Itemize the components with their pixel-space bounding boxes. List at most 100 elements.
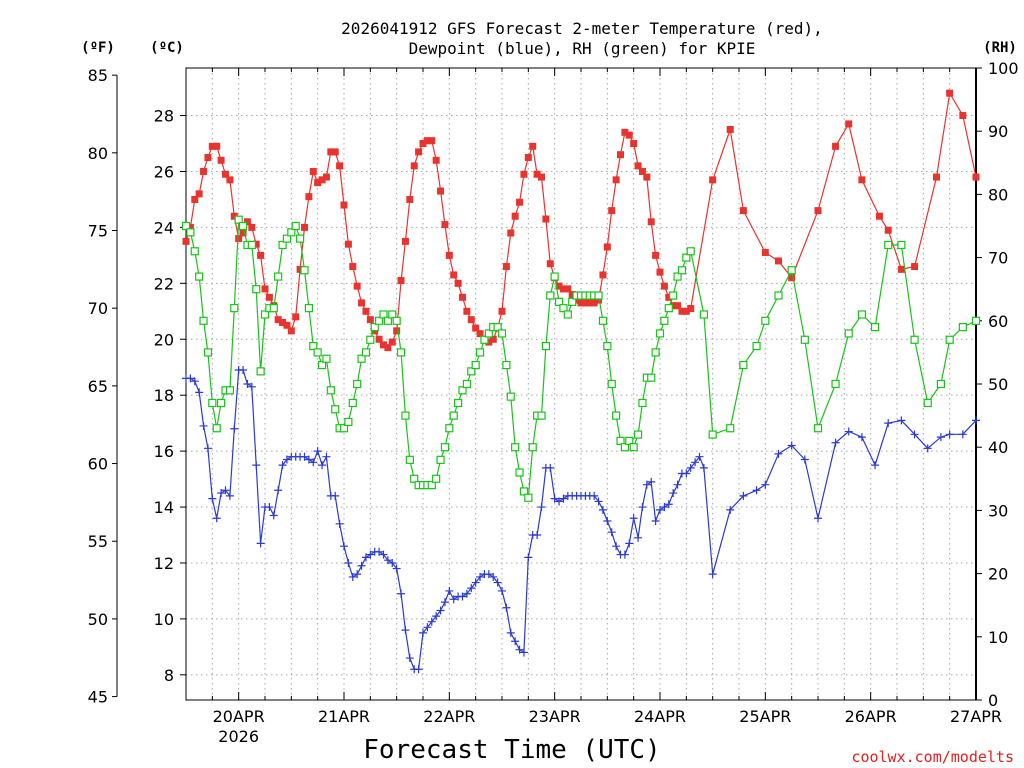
dewpoint-point: [884, 419, 893, 428]
rh-point: [304, 304, 313, 313]
dewpoint-point: [476, 572, 485, 581]
dewpoint-point: [739, 491, 748, 500]
x-axis-title: Forecast Time (UTC): [363, 735, 660, 765]
temperature-point: [305, 193, 313, 201]
temperature-point: [235, 235, 243, 243]
rh-point: [686, 247, 695, 256]
c-tick-label: 24: [154, 218, 174, 237]
rh-point: [958, 323, 967, 332]
rh-point: [208, 398, 217, 408]
rh-point: [752, 341, 761, 351]
rh-point: [322, 354, 331, 363]
temperature-point: [292, 313, 300, 321]
dewpoint-point: [774, 449, 783, 458]
x-tick-sublabel: 2026: [218, 727, 259, 746]
temperature-point: [301, 223, 308, 231]
dewpoint-point: [550, 494, 559, 503]
rh-point: [831, 379, 840, 389]
dewpoint-point: [708, 570, 717, 579]
dewpoint-point: [467, 584, 476, 593]
rh-tick-label: 20: [988, 565, 1008, 584]
temperature-point: [401, 237, 409, 245]
dewpoint-point: [607, 528, 616, 537]
dewpoint-point: [230, 424, 239, 433]
temperature-point: [287, 327, 295, 335]
temperature-point: [358, 299, 366, 307]
dewpoint-point: [322, 452, 331, 461]
temperature-point: [761, 249, 769, 257]
temperature-point: [279, 318, 287, 326]
chart-title-line2: Dewpoint (blue), RH (green) for KPIE: [409, 39, 756, 58]
temperature-point: [191, 195, 199, 203]
temperature-point: [397, 277, 405, 285]
temperature-point: [555, 282, 563, 290]
dewpoint-point: [462, 589, 471, 598]
rh-point: [379, 310, 388, 319]
f-tick-label: 70: [88, 299, 108, 318]
temperature-point: [344, 240, 352, 248]
c-tick-label: 28: [154, 107, 174, 126]
dewpoint-point: [274, 486, 283, 495]
dewpoint-point: [555, 497, 564, 506]
rh-tick-label: 30: [988, 501, 1008, 520]
dewpoint-point: [598, 505, 607, 514]
temperature-point: [472, 324, 480, 332]
rh-point: [225, 386, 234, 395]
rh-point: [568, 297, 577, 306]
rh-point: [317, 360, 327, 370]
rh-point: [971, 316, 981, 325]
temperature-point: [257, 251, 265, 259]
rh-point: [677, 266, 687, 275]
rh-point: [511, 443, 520, 452]
c-tick-label: 12: [154, 554, 174, 573]
temperature-point: [217, 156, 225, 164]
temperature-point: [467, 316, 475, 324]
f-tick-label: 80: [88, 144, 108, 163]
dewpoint-point: [502, 603, 511, 612]
c-tick-label: 16: [154, 442, 174, 461]
temperature-point: [296, 265, 304, 273]
rh-point: [348, 398, 357, 408]
dewpoint-point: [958, 430, 967, 439]
rh-point: [813, 424, 823, 433]
temperature-point: [590, 299, 598, 307]
c-tick-label: 20: [154, 330, 174, 349]
rh-point: [331, 405, 340, 414]
rh-point: [638, 398, 647, 408]
rh-point: [230, 304, 239, 313]
temperature-point: [309, 167, 317, 175]
temperature-point: [459, 293, 466, 301]
temperature-point: [340, 201, 348, 209]
dewpoint-point: [392, 564, 401, 573]
rh-point: [396, 348, 406, 357]
x-tick-label: 27APR: [950, 707, 1002, 726]
rh-point: [199, 316, 208, 325]
c-tick-label: 26: [154, 162, 174, 181]
temperature-point: [933, 173, 940, 181]
f-tick-label: 45: [88, 688, 108, 707]
temperature-point: [788, 274, 796, 282]
rh-point: [682, 253, 691, 262]
temperature-point: [573, 296, 581, 304]
temperature-point: [485, 338, 493, 346]
dewpoint-point: [787, 441, 796, 450]
rh-point: [427, 481, 436, 490]
rh-point: [598, 316, 608, 325]
temperature-point: [564, 285, 572, 293]
temperature-point: [415, 148, 423, 156]
dewpoint-point: [673, 480, 682, 489]
dewpoint-point: [427, 617, 436, 626]
dewpoint-point: [493, 578, 502, 587]
rh-point: [344, 417, 353, 427]
dewpoint-point: [726, 505, 735, 514]
rh-point: [493, 323, 502, 332]
dewpoint-point: [269, 511, 278, 520]
dewpoint-point: [366, 550, 375, 559]
temperature-point: [559, 285, 567, 293]
rh-tick-label: 80: [988, 185, 1008, 204]
rh-point: [296, 234, 305, 243]
x-tick-label: 21APR: [318, 707, 370, 726]
rh-point: [467, 367, 476, 376]
temperature-point: [524, 153, 532, 161]
temperature-point: [678, 307, 686, 315]
